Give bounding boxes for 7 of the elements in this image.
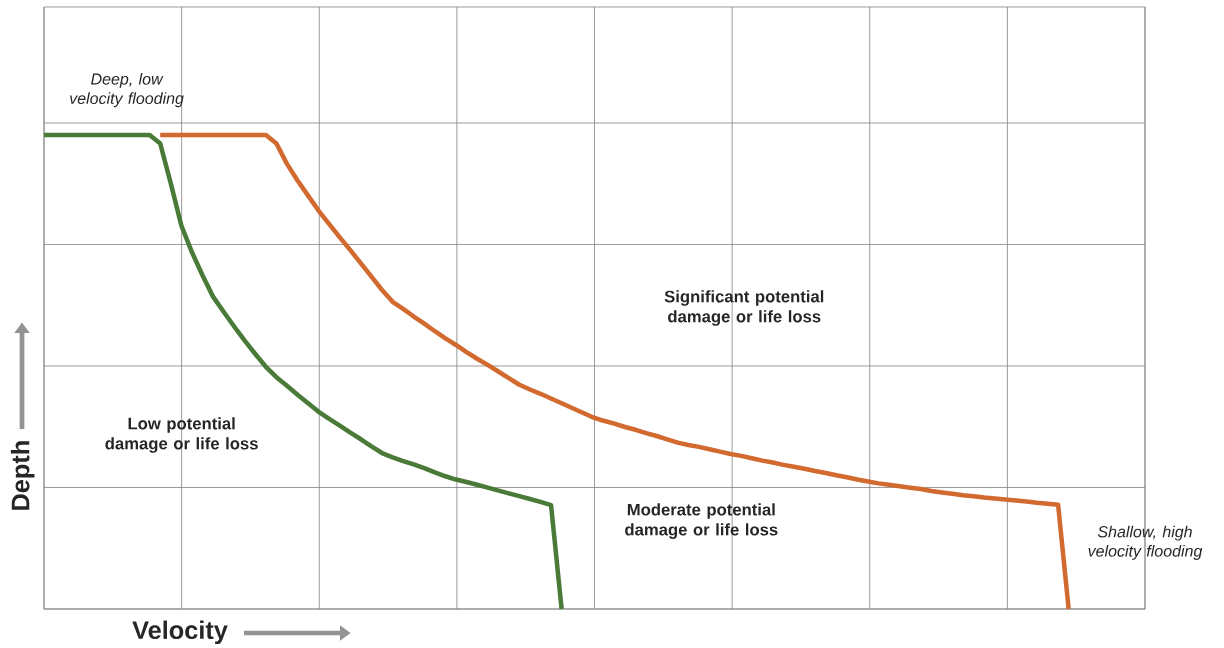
text: Deep, low velocity flooding [70, 72, 184, 108]
annotation: Significant potential damage or life loss [664, 290, 824, 326]
annotation: Shallow, high velocity flooding [1088, 525, 1203, 560]
y-axis-title: Depth [10, 441, 35, 510]
x-axis-title: Velocity [132, 620, 228, 645]
annotation: Moderate potential damage or life loss [625, 503, 778, 539]
annotation: Low potential damage or life loss [105, 417, 258, 453]
